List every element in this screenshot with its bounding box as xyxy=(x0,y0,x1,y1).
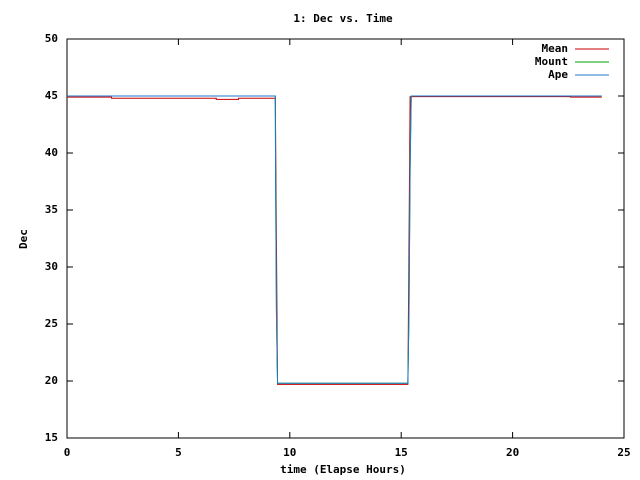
y-tick-label: 30 xyxy=(45,260,58,273)
series-line xyxy=(67,96,602,385)
x-tick-label: 10 xyxy=(283,446,296,459)
chart-title: 1: Dec vs. Time xyxy=(293,12,393,25)
y-tick-label: 45 xyxy=(45,89,58,102)
x-tick-label: 5 xyxy=(175,446,182,459)
series-line xyxy=(67,95,602,384)
y-tick-label: 35 xyxy=(45,203,58,216)
y-tick-label: 50 xyxy=(45,32,58,45)
x-tick-label: 25 xyxy=(617,446,630,459)
x-tick-label: 0 xyxy=(64,446,71,459)
y-tick-label: 20 xyxy=(45,374,58,387)
y-tick-label: 40 xyxy=(45,146,58,159)
legend-label: Mean xyxy=(542,42,569,55)
y-tick-label: 25 xyxy=(45,317,58,330)
legend-label: Ape xyxy=(548,68,568,81)
y-tick-label: 15 xyxy=(45,431,58,444)
x-tick-label: 20 xyxy=(506,446,519,459)
x-axis-label: time (Elapse Hours) xyxy=(280,463,406,476)
legend-label: Mount xyxy=(535,55,568,68)
x-tick-label: 15 xyxy=(395,446,408,459)
y-axis-label: Dec xyxy=(17,229,30,249)
plot-frame xyxy=(66,38,625,439)
